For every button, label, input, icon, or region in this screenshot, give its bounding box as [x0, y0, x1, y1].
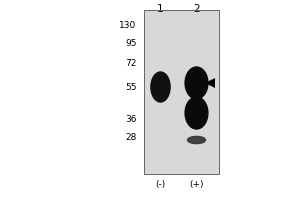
Text: (+): (+): [189, 181, 204, 190]
Text: 2: 2: [193, 4, 200, 14]
Ellipse shape: [188, 136, 206, 144]
Text: 72: 72: [125, 60, 136, 68]
Ellipse shape: [151, 72, 170, 102]
Ellipse shape: [185, 67, 208, 99]
Ellipse shape: [185, 97, 208, 129]
Text: 28: 28: [125, 133, 136, 142]
Bar: [144, 10, 219, 174]
Bar: [144, 10, 219, 174]
Text: 95: 95: [125, 40, 136, 48]
Text: 36: 36: [125, 116, 136, 124]
Text: (-): (-): [155, 181, 166, 190]
Text: 55: 55: [125, 83, 136, 92]
Text: 1: 1: [157, 4, 164, 14]
Text: 130: 130: [119, 21, 136, 30]
